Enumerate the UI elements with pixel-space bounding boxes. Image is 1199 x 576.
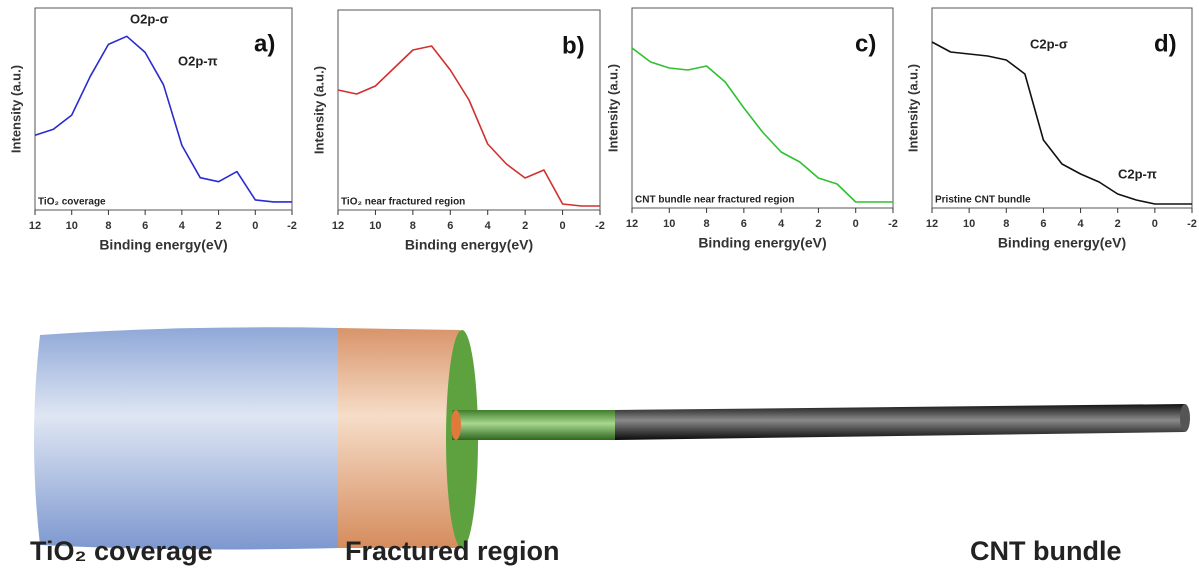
x-tick-label: -2 (888, 218, 898, 230)
panel-label: c) (855, 30, 876, 57)
annotation: O2p-σ (130, 11, 169, 26)
annotation: C2p-σ (1030, 36, 1068, 51)
x-tick-label: 6 (447, 220, 453, 232)
x-tick-label: 12 (332, 220, 344, 232)
x-tick-label: 0 (560, 220, 566, 232)
tio2-coverage-shape (34, 327, 340, 549)
x-tick-label: 4 (1078, 218, 1085, 230)
x-tick-label: 6 (142, 220, 148, 232)
x-axis-label: Binding energy(eV) (698, 235, 826, 251)
x-tick-label: -2 (287, 220, 297, 232)
inset-label: Pristine CNT bundle (935, 195, 1031, 206)
y-axis-label: Intensity (a.u.) (905, 64, 920, 152)
inset-label: TiO₂ coverage (38, 197, 106, 208)
diagram-label: Fractured region (345, 536, 560, 566)
data-line (338, 46, 600, 206)
plot-frame (632, 8, 893, 208)
x-axis-label: Binding energy(eV) (405, 237, 533, 253)
x-tick-label: 4 (179, 220, 186, 232)
panel-label: d) (1154, 30, 1177, 57)
x-tick-label: 2 (815, 218, 821, 230)
diagram (34, 327, 1190, 549)
panel-label: a) (254, 30, 275, 57)
figure: 12 10 8 6 4 2 0 -2 Binding energy(eV) Intensity (… (0, 0, 1199, 571)
x-tick-label: 12 (926, 218, 938, 230)
data-line (632, 48, 893, 202)
inset-label: TiO₂ near fractured region (341, 197, 465, 208)
inset-label: CNT bundle near fractured region (635, 195, 794, 206)
x-tick-label: 10 (66, 220, 78, 232)
y-axis-label: Intensity (a.u.) (8, 65, 23, 153)
x-tick-label: 6 (1040, 218, 1046, 230)
cnt-end (451, 410, 461, 440)
cnt-tip (1180, 404, 1190, 432)
annotation: O2p-π (178, 53, 218, 68)
x-tick-label: 0 (1152, 218, 1158, 230)
y-axis-label: Intensity (a.u.) (311, 66, 326, 154)
x-tick-label: 10 (663, 218, 675, 230)
x-tick-label: 2 (216, 220, 222, 232)
annotation: C2p-π (1118, 166, 1157, 181)
x-tick-label: 2 (1115, 218, 1121, 230)
panel: 12 10 8 6 4 2 0 -2 Binding energy(eV) Intensity (… (605, 8, 897, 251)
x-tick-label: 6 (741, 218, 747, 230)
cnt-core (452, 410, 617, 440)
x-tick-label: 4 (778, 218, 785, 230)
cnt-bundle-shape (615, 404, 1185, 440)
x-tick-label: 8 (704, 218, 710, 230)
panel: 12 10 8 6 4 2 0 -2 Binding energy(eV) Intensity (… (311, 10, 604, 253)
x-tick-label: 8 (105, 220, 111, 232)
x-tick-label: 8 (1003, 218, 1009, 230)
x-tick-label: -2 (595, 220, 605, 232)
data-line (35, 36, 292, 202)
x-tick-label: 4 (485, 220, 492, 232)
x-tick-label: -2 (1187, 218, 1197, 230)
x-tick-label: 0 (252, 220, 258, 232)
panel-label: b) (562, 32, 585, 59)
y-axis-label: Intensity (a.u.) (605, 64, 620, 152)
x-tick-label: 10 (963, 218, 975, 230)
x-tick-label: 12 (626, 218, 638, 230)
x-tick-label: 12 (29, 220, 41, 232)
x-tick-label: 2 (522, 220, 528, 232)
x-tick-label: 8 (410, 220, 416, 232)
x-tick-label: 0 (853, 218, 859, 230)
x-axis-label: Binding energy(eV) (99, 237, 227, 253)
x-tick-label: 10 (369, 220, 381, 232)
fractured-shape (338, 328, 460, 548)
diagram-label: TiO₂ coverage (30, 536, 213, 566)
plot-frame (338, 10, 600, 210)
panel: 12 10 8 6 4 2 0 -2 Binding energy(eV) Intensity (… (905, 8, 1196, 251)
diagram-label: CNT bundle (970, 536, 1121, 566)
panel: 12 10 8 6 4 2 0 -2 Binding energy(eV) Intensity (… (8, 8, 296, 253)
x-axis-label: Binding energy(eV) (998, 235, 1126, 251)
